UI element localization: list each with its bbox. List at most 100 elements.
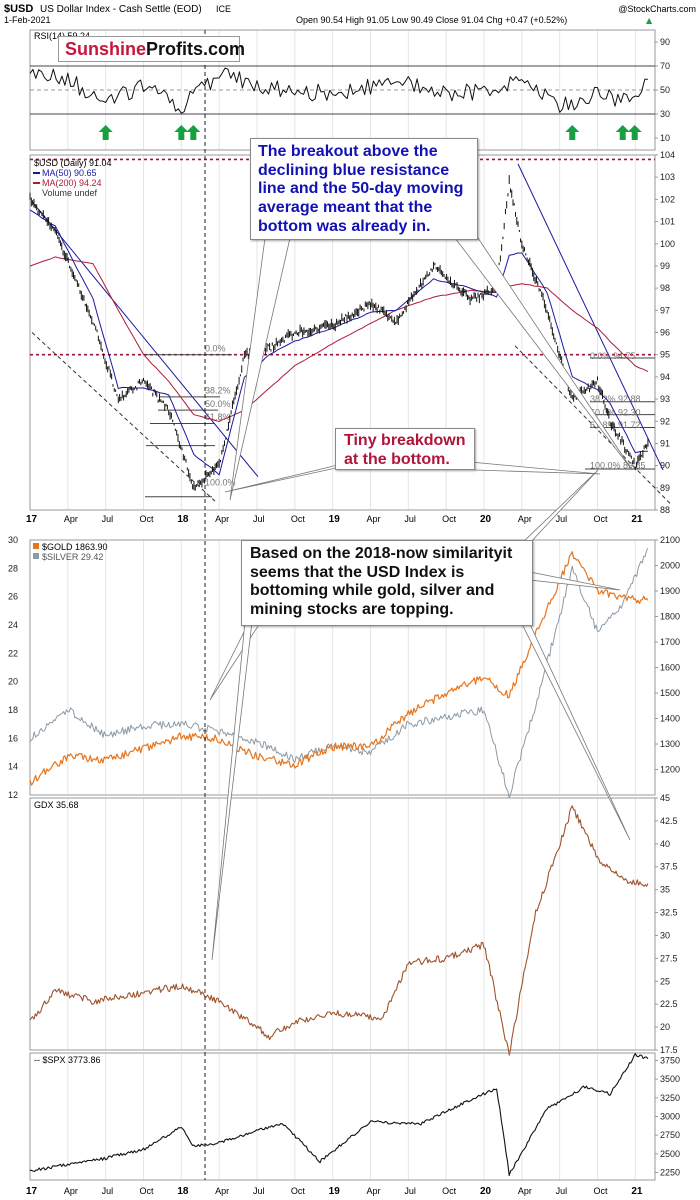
fib-label-2018: 61.8%: [205, 412, 231, 422]
silver-legend-label: $SILVER 29.42: [42, 552, 103, 562]
bottom-x-tick-label: Jul: [404, 1186, 416, 1196]
rsi-axis-tick-label: 30: [660, 109, 670, 119]
spx-axis-tick-label: 3250: [660, 1093, 680, 1103]
annotation-red-pointer-right: [469, 461, 601, 475]
green-up-arrow-icon: [565, 125, 580, 140]
rsi-axis-tick-label: 10: [660, 133, 670, 143]
usd-x-tick-label: Apr: [64, 514, 78, 524]
fib-label-2018: 38.2%: [205, 386, 231, 396]
chart-ohlc: Open 90.54 High 91.05 Low 90.49 Close 91…: [296, 15, 567, 25]
usd-x-tick-label: 20: [480, 514, 492, 525]
bottom-x-tick-label: Apr: [366, 1186, 380, 1196]
bottom-x-tick-label: Oct: [442, 1186, 457, 1196]
gdx-axis-tick-label: 20: [660, 1022, 670, 1032]
green-up-arrow-icon: [98, 125, 113, 140]
silver-axis-label: 24: [8, 620, 18, 630]
gold-axis-label: 1800: [660, 612, 680, 622]
spx-axis-tick-label: 3750: [660, 1055, 680, 1065]
gold-axis-label: 1600: [660, 663, 680, 673]
gdx-axis-tick-label: 45: [660, 793, 670, 803]
usd-x-tick-label: Oct: [593, 514, 608, 524]
gold-axis-label: 1400: [660, 714, 680, 724]
silver-axis-label: 26: [8, 592, 18, 602]
gdx-legend-label: GDX 35.68: [34, 800, 79, 810]
bottom-x-tick-label: Jul: [556, 1186, 568, 1196]
bottom-x-tick-label: 17: [26, 1186, 38, 1197]
gdx-axis-tick-label: 40: [660, 839, 670, 849]
bottom-x-tick-label: 18: [177, 1186, 189, 1197]
usd-x-tick-label: 21: [631, 514, 643, 525]
usd-x-tick-label: Jul: [102, 514, 114, 524]
usd-axis-tick-label: 90: [660, 461, 670, 471]
usd-axis-tick-label: 94: [660, 372, 670, 382]
annotation-blue-pointer-left: [229, 237, 291, 501]
ma50-line: [29, 209, 648, 476]
bottom-x-tick-label: Oct: [291, 1186, 306, 1196]
silver-axis-label: 22: [8, 648, 18, 658]
bottom-x-tick-label: Jul: [102, 1186, 114, 1196]
chart-exchange: ICE: [216, 4, 231, 14]
bottom-x-tick-label: Apr: [215, 1186, 229, 1196]
gdx-axis-tick-label: 17.5: [660, 1045, 678, 1055]
gold-axis-label: 1300: [660, 739, 680, 749]
annotation-black-pointer-gold-right: [529, 571, 621, 591]
bottom-x-tick-label: Apr: [64, 1186, 78, 1196]
silver-axis-label: 18: [8, 705, 18, 715]
usd-axis-tick-label: 101: [660, 217, 675, 227]
usd-axis-tick-label: 102: [660, 194, 675, 204]
support-dashed-line-2018: [31, 332, 216, 502]
annotation-breakout: The breakout above the declining blue re…: [250, 138, 478, 240]
silver-axis-label: 20: [8, 677, 18, 687]
usd-x-tick-label: 19: [329, 514, 341, 525]
usd-axis-tick-label: 93: [660, 394, 670, 404]
spx-panel-frame: [29, 1052, 656, 1181]
spx-axis-tick-label: 2500: [660, 1149, 680, 1159]
usd-axis-tick-label: 103: [660, 172, 675, 182]
usd-legend-ma200: MA(200) 94.24: [42, 178, 102, 188]
usd-x-tick-label: Apr: [215, 514, 229, 524]
usd-axis-tick-label: 100: [660, 239, 675, 249]
silver-axis-label: 28: [8, 563, 18, 573]
usd-axis-tick-label: 99: [660, 261, 670, 271]
spx-axis-tick-label: 2750: [660, 1130, 680, 1140]
gold-legend-swatch: [33, 543, 39, 549]
usd-x-tick-label: Oct: [139, 514, 154, 524]
usd-legend-volume: Volume undef: [42, 188, 98, 198]
rsi-axis-tick-label: 70: [660, 61, 670, 71]
green-up-arrow-icon: [186, 125, 201, 140]
usd-axis-tick-label: 95: [660, 350, 670, 360]
gdx-axis-tick-label: 22.5: [660, 999, 678, 1009]
gdx-panel-frame: [29, 797, 656, 1051]
rsi-axis-tick-label: 90: [660, 37, 670, 47]
usd-axis-tick-label: 97: [660, 305, 670, 315]
fib-label-2020: 38.2% 92.88: [590, 394, 641, 404]
usd-x-tick-label: Jul: [556, 514, 568, 524]
spx-series-line: [29, 1053, 649, 1177]
change-up-icon: ▲: [646, 16, 653, 25]
usd-legend-price: $USD (Daily) 91.04: [34, 158, 112, 168]
gdx-axis-tick-label: 37.5: [660, 862, 678, 872]
chart-credit: @StockCharts.com: [618, 4, 696, 14]
green-up-arrow-icon: [627, 125, 642, 140]
blue-resistance-line-2018: [31, 201, 259, 478]
gold-series-line: [29, 551, 649, 786]
usd-legend-ma50: MA(50) 90.65: [42, 168, 97, 178]
annotation-breakdown: Tiny breakdown at the bottom.: [335, 428, 475, 470]
spx-axis-tick-label: 3000: [660, 1112, 680, 1122]
usd-axis-tick-label: 88: [660, 505, 670, 515]
fib-label-2020: 0.0% 94.75: [590, 351, 636, 361]
gdx-axis-tick-label: 25: [660, 976, 670, 986]
gdx-axis-tick-label: 32.5: [660, 908, 678, 918]
usd-x-tick-label: Oct: [291, 514, 306, 524]
gold-axis-label: 1200: [660, 765, 680, 775]
fib-label-2018: 0.0%: [205, 343, 226, 353]
gold-legend-label: $GOLD 1863.90: [42, 542, 108, 552]
gdx-axis-tick-label: 35: [660, 885, 670, 895]
silver-legend-swatch: [33, 553, 39, 559]
spx-axis-tick-label: 2250: [660, 1168, 680, 1178]
usd-x-tick-label: Oct: [442, 514, 457, 524]
usd-axis-tick-label: 104: [660, 150, 675, 160]
fib-label-2018: 50.0%: [205, 399, 231, 409]
